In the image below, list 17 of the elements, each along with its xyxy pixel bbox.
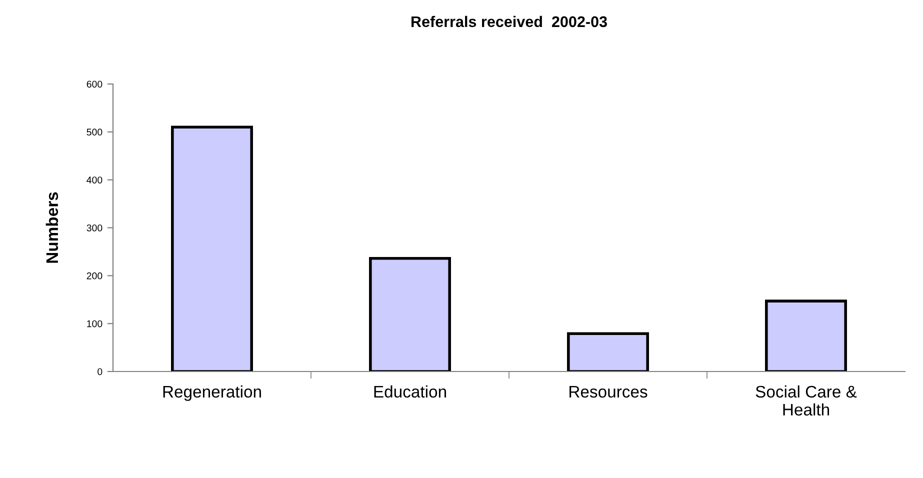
y-axis-title: Numbers <box>46 192 58 263</box>
y-tick-label: 600 <box>86 80 102 88</box>
y-tick-label: 100 <box>87 320 102 328</box>
bar <box>765 300 847 372</box>
chart-title: Referrals received 2002-03 <box>412 16 607 28</box>
bar <box>171 126 253 372</box>
y-tick-label: 400 <box>86 176 102 184</box>
x-tick-label: Education <box>374 385 446 398</box>
y-tick-label: 0 <box>98 368 102 376</box>
bar <box>369 257 451 372</box>
x-tick-label: Resources <box>570 386 648 398</box>
y-tick-label: 200 <box>86 272 102 280</box>
y-tick-label: 300 <box>86 224 102 232</box>
bar <box>567 332 649 372</box>
x-tick-label: Social Care & Health <box>756 385 857 416</box>
y-tick-label: 500 <box>86 128 102 136</box>
x-tick-label: Regeneration <box>163 385 261 401</box>
